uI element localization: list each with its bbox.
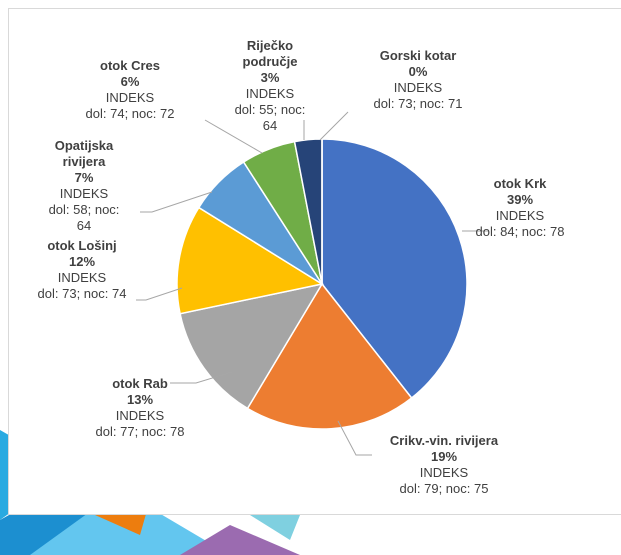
index-label: INDEKS (57, 270, 107, 285)
index-label: INDEKS (245, 86, 295, 101)
data-label: Crikv.-vin. rivijera 19% INDEKS dol: 79; no… (359, 433, 529, 497)
leader-line (140, 191, 213, 213)
data-label: Riječko područje 3% INDEKS dol: 55; noc: 64 (230, 38, 310, 134)
category-label: Opatijska rivijera (54, 138, 114, 169)
category-label: Riječko područje (242, 38, 298, 69)
index-label: INDEKS (115, 408, 165, 423)
index-label: INDEKS (105, 90, 155, 105)
data-label: Gorski kotar 0% INDEKS dol: 73; noc: 71 (358, 48, 478, 112)
value-label: 0% (408, 64, 428, 79)
value-label: 7% (74, 170, 94, 185)
category-label: otok Krk (493, 176, 547, 191)
value-label: 12% (68, 254, 96, 269)
detail-label: dol: 58; noc: 64 (48, 202, 120, 233)
data-label: Opatijska rivijera 7% INDEKS dol: 58; noc: … (44, 138, 124, 234)
pie-slice (176, 206, 324, 315)
index-label: INDEKS (495, 208, 545, 223)
detail-label: dol: 77; noc: 78 (95, 424, 185, 439)
detail-label: dol: 55; noc: 64 (234, 102, 306, 133)
data-label: otok Lošinj 12% INDEKS dol: 73; noc: 74 (22, 238, 142, 302)
value-label: 6% (120, 74, 140, 89)
index-label: INDEKS (419, 465, 469, 480)
index-label: INDEKS (59, 186, 109, 201)
category-label: Crikv.-vin. rivijera (389, 433, 499, 448)
value-label: 3% (260, 70, 280, 85)
leader-line (136, 287, 183, 301)
pie-slice (321, 138, 468, 400)
index-label: INDEKS (393, 80, 443, 95)
detail-label: dol: 73; noc: 71 (373, 96, 463, 111)
pie-slice (246, 282, 413, 430)
leader-line (204, 119, 263, 154)
category-label: Gorski kotar (379, 48, 457, 63)
leader-line (170, 371, 233, 384)
category-label: otok Lošinj (47, 238, 117, 253)
value-label: 13% (126, 392, 154, 407)
detail-label: dol: 74; noc: 72 (85, 106, 175, 121)
leader-line (319, 111, 349, 141)
category-label: otok Rab (112, 376, 168, 391)
leader-line (337, 420, 372, 456)
detail-label: dol: 84; noc: 78 (475, 224, 565, 239)
data-label: otok Cres 6% INDEKS dol: 74; noc: 72 (60, 58, 200, 122)
data-label: otok Krk 39% INDEKS dol: 84; noc: 78 (455, 176, 585, 240)
value-label: 39% (506, 192, 534, 207)
detail-label: dol: 79; noc: 75 (399, 481, 489, 496)
detail-label: dol: 73; noc: 74 (37, 286, 127, 301)
data-label: otok Rab 13% INDEKS dol: 77; noc: 78 (85, 376, 195, 440)
category-label: otok Cres (100, 58, 160, 73)
value-label: 19% (430, 449, 458, 464)
